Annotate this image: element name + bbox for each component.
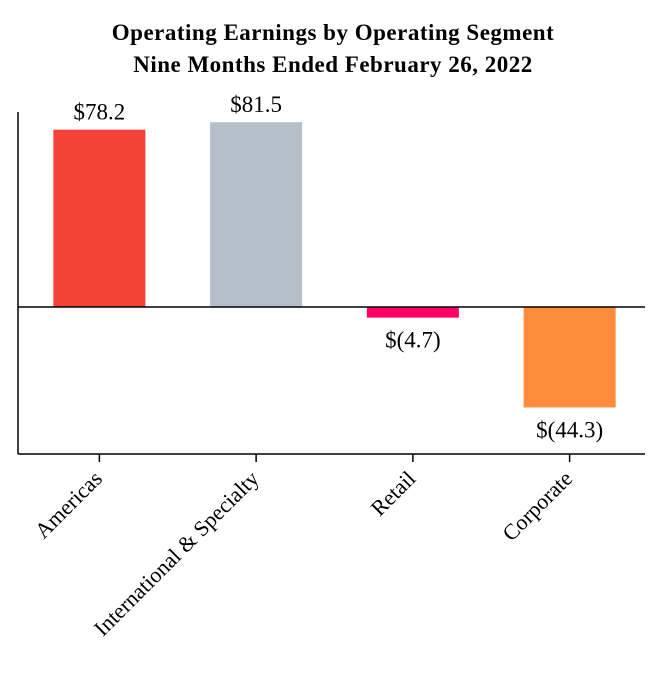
chart-title-line-2: Nine Months Ended February 26, 2022 [133, 52, 533, 77]
data-label: $(4.7) [385, 328, 441, 353]
data-label: $78.2 [74, 100, 126, 125]
x-tick-label: International & Specialty [89, 466, 264, 641]
x-tick-label: Corporate [497, 466, 577, 546]
bar-international-specialty [210, 122, 303, 307]
bar-corporate [523, 307, 616, 408]
x-tick-label: Americas [30, 466, 107, 543]
x-tick-label: Retail [366, 466, 421, 521]
bar-retail [366, 307, 459, 318]
chart-title-line-1: Operating Earnings by Operating Segment [112, 20, 554, 45]
bar-americas [53, 129, 146, 307]
data-label: $(44.3) [536, 417, 603, 442]
data-label: $81.5 [230, 92, 282, 117]
